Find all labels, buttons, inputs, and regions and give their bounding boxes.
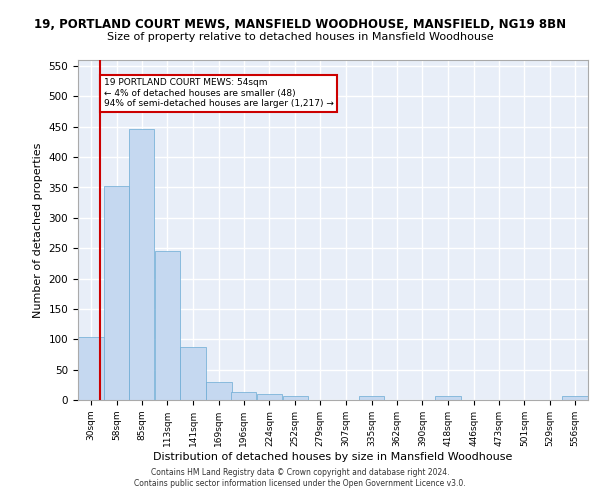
Bar <box>181 346 206 400</box>
Bar <box>436 396 461 400</box>
Text: Contains HM Land Registry data © Crown copyright and database right 2024.
Contai: Contains HM Land Registry data © Crown c… <box>134 468 466 487</box>
Bar <box>283 396 308 400</box>
X-axis label: Distribution of detached houses by size in Mansfield Woodhouse: Distribution of detached houses by size … <box>154 452 512 462</box>
Text: 19 PORTLAND COURT MEWS: 54sqm
← 4% of detached houses are smaller (48)
94% of se: 19 PORTLAND COURT MEWS: 54sqm ← 4% of de… <box>104 78 334 108</box>
Bar <box>129 128 154 400</box>
Text: 19, PORTLAND COURT MEWS, MANSFIELD WOODHOUSE, MANSFIELD, NG19 8BN: 19, PORTLAND COURT MEWS, MANSFIELD WOODH… <box>34 18 566 30</box>
Bar <box>257 394 282 400</box>
Bar <box>562 396 588 400</box>
Bar <box>231 392 256 400</box>
Y-axis label: Number of detached properties: Number of detached properties <box>33 142 43 318</box>
Bar <box>78 338 104 400</box>
Bar <box>104 186 130 400</box>
Bar <box>206 382 232 400</box>
Bar <box>359 396 385 400</box>
Text: Size of property relative to detached houses in Mansfield Woodhouse: Size of property relative to detached ho… <box>107 32 493 42</box>
Bar <box>155 251 180 400</box>
